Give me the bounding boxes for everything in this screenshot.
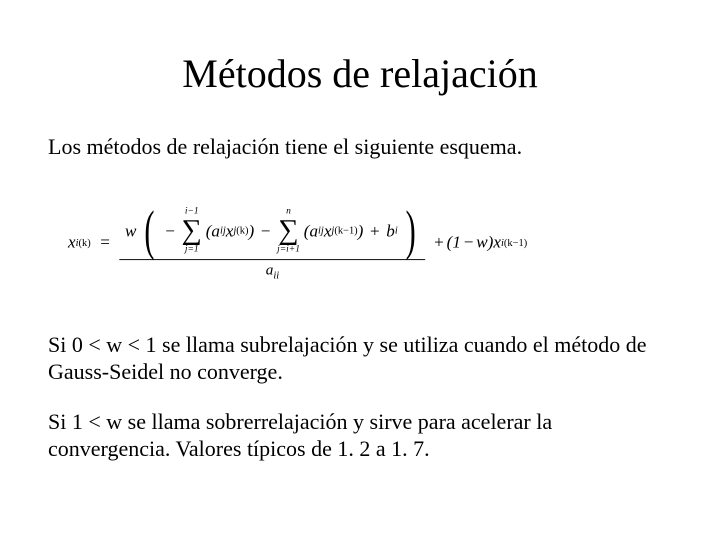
tail-w: w): [476, 233, 493, 253]
x1: x: [226, 221, 234, 241]
tail-x: x: [493, 233, 501, 253]
tail-plus: +: [431, 233, 446, 253]
sigma-icon-2: ∑: [278, 216, 298, 245]
equals-sign: =: [96, 233, 113, 253]
formula-tail: + (1 − w) xi(k−1): [431, 233, 527, 253]
slide: Métodos de relajación Los métodos de rel…: [0, 0, 720, 540]
open-paren-icon: (: [144, 206, 154, 256]
b-sub: i: [395, 225, 398, 236]
b: b: [386, 221, 395, 241]
sum2: n ∑ j=i+1: [277, 207, 300, 255]
sum2-lower: j=i+1: [277, 245, 300, 255]
var-x: x: [68, 233, 76, 253]
relaxation-formula: xi(k) = w ( − i−1 ∑ j=1 (aijxj(k)): [68, 204, 527, 281]
x2-sup: (k−1): [334, 225, 357, 236]
tail-minus: −: [461, 233, 476, 253]
overrelaxation-paragraph: Si 1 < w se llama sobrerrelajación y sir…: [48, 408, 672, 463]
plus-sign: +: [367, 221, 382, 241]
fraction-denominator: aii: [266, 260, 279, 281]
close-paren-icon: ): [406, 206, 416, 256]
term2: (aijxj(k−1)): [304, 221, 364, 241]
w-factor: w: [125, 221, 136, 241]
slide-title: Métodos de relajación: [48, 50, 672, 97]
subrelaxation-paragraph: Si 0 < w < 1 se llama subrelajación y se…: [48, 331, 672, 386]
main-fraction: w ( − i−1 ∑ j=1 (aijxj(k)) − n ∑: [119, 204, 425, 281]
sigma-icon: ∑: [182, 216, 202, 245]
sum1: i−1 ∑ j=1: [182, 207, 202, 255]
tail-x-sup: (k−1): [504, 237, 527, 248]
sum1-lower: j=1: [185, 245, 199, 255]
b-term: bi: [386, 221, 397, 241]
minus-sign: −: [258, 221, 273, 241]
term1: (aijxj(k)): [206, 221, 254, 241]
formula-lhs: xi(k): [68, 233, 91, 253]
a1: a: [211, 221, 220, 241]
tail-open: (1: [447, 233, 461, 253]
formula-container: xi(k) = w ( − i−1 ∑ j=1 (aijxj(k)): [48, 183, 672, 303]
x1-sup: (k): [236, 225, 248, 236]
den-a-sub: ii: [273, 270, 279, 281]
fraction-numerator: w ( − i−1 ∑ j=1 (aijxj(k)) − n ∑: [119, 204, 425, 260]
intro-paragraph: Los métodos de relajación tiene el sigui…: [48, 133, 672, 161]
sup-k: (k): [79, 237, 91, 248]
a2: a: [309, 221, 318, 241]
neg-sign: −: [162, 221, 177, 241]
